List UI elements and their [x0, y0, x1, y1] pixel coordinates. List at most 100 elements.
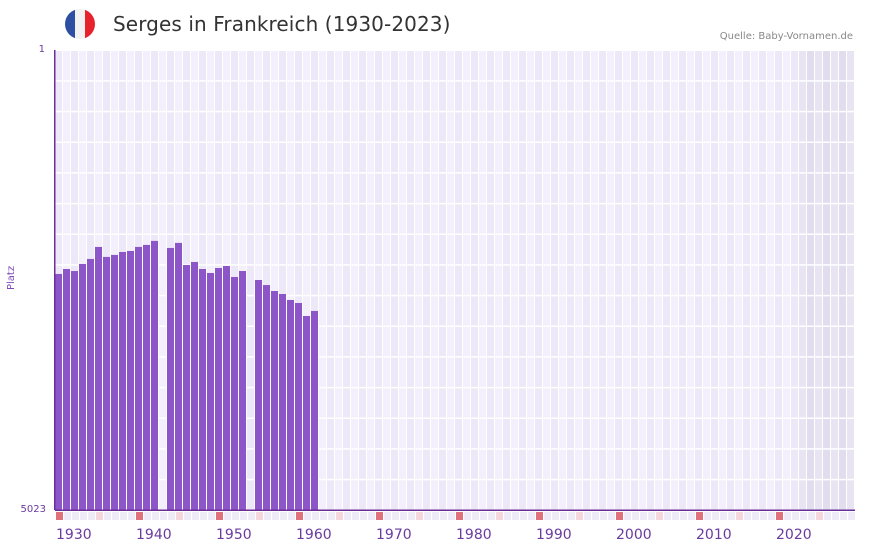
grid-cell: [87, 81, 94, 111]
grid-cell: [567, 81, 574, 111]
grid-cell: [687, 296, 694, 326]
grid-cell: [615, 449, 622, 479]
grid-cell: [327, 357, 334, 387]
grid-cell: [191, 235, 198, 265]
grid-cell: [239, 112, 246, 142]
grid-cell: [759, 81, 766, 111]
grid-cell: [807, 449, 814, 479]
grid-cell: [359, 173, 366, 203]
grid-cell: [767, 204, 774, 234]
grid-cell: [575, 480, 582, 510]
grid-cell: [807, 357, 814, 387]
grid-cell: [343, 204, 350, 234]
grid-cell: [343, 296, 350, 326]
year-marker: [512, 512, 519, 520]
grid-cell: [631, 173, 638, 203]
grid-cell: [175, 204, 182, 234]
grid-cell: [575, 51, 582, 81]
grid-cell: [823, 388, 830, 418]
grid-cell: [519, 143, 526, 173]
grid-cell: [487, 449, 494, 479]
grid-cell: [719, 419, 726, 449]
grid-cell: [567, 143, 574, 173]
grid-cell: [807, 327, 814, 357]
grid-cell: [415, 449, 422, 479]
grid-cell: [655, 388, 662, 418]
grid-cell: [559, 173, 566, 203]
grid-cell: [319, 296, 326, 326]
grid-cell: [527, 81, 534, 111]
grid-cell: [327, 265, 334, 295]
grid-cell: [535, 449, 542, 479]
grid-cell: [703, 388, 710, 418]
grid-cell: [799, 357, 806, 387]
grid-cell: [351, 235, 358, 265]
grid-cell: [671, 265, 678, 295]
grid-cell: [479, 51, 486, 81]
grid-cell: [439, 235, 446, 265]
grid-cell: [487, 419, 494, 449]
grid-cell: [455, 235, 462, 265]
grid-cell: [583, 235, 590, 265]
grid-cell: [367, 51, 374, 81]
grid-cell: [791, 327, 798, 357]
grid-cell: [791, 112, 798, 142]
grid-cell: [391, 419, 398, 449]
grid-cell: [647, 112, 654, 142]
grid-cell: [831, 143, 838, 173]
grid-cell: [663, 480, 670, 510]
grid-cell: [783, 51, 790, 81]
grid-cell: [671, 296, 678, 326]
year-marker: [360, 512, 367, 520]
grid-cell: [679, 296, 686, 326]
grid-cell: [327, 480, 334, 510]
grid-cell: [511, 51, 518, 81]
grid-cell: [479, 296, 486, 326]
grid-cell: [511, 357, 518, 387]
year-marker: [280, 512, 287, 520]
grid-cell: [527, 235, 534, 265]
grid-cell: [719, 112, 726, 142]
grid-cell: [455, 173, 462, 203]
grid-cell: [455, 51, 462, 81]
grid-cell: [623, 449, 630, 479]
grid-cell: [543, 357, 550, 387]
grid-cell: [319, 265, 326, 295]
grid-cell: [527, 419, 534, 449]
flag-white: [75, 9, 85, 39]
grid-cell: [607, 173, 614, 203]
grid-cell: [519, 204, 526, 234]
grid-cell: [527, 204, 534, 234]
grid-cell: [391, 357, 398, 387]
grid-cell: [159, 388, 166, 418]
grid-cell: [847, 81, 854, 111]
grid-cell: [575, 449, 582, 479]
grid-cell: [559, 204, 566, 234]
grid-cell: [335, 449, 342, 479]
grid-cell: [359, 449, 366, 479]
grid-cell: [559, 235, 566, 265]
grid-cell: [407, 327, 414, 357]
grid-cell: [695, 388, 702, 418]
grid-cell: [383, 419, 390, 449]
grid-cell: [543, 296, 550, 326]
grid-cell: [815, 388, 822, 418]
grid-cell: [295, 112, 302, 142]
grid-cell: [327, 204, 334, 234]
grid-cell: [447, 112, 454, 142]
grid-cell: [247, 449, 254, 479]
grid-cell: [687, 419, 694, 449]
grid-cell: [567, 327, 574, 357]
grid-cell: [679, 480, 686, 510]
grid-cell: [447, 173, 454, 203]
grid-cell: [367, 173, 374, 203]
grid-cell: [383, 388, 390, 418]
grid-cell: [503, 449, 510, 479]
grid-cell: [663, 388, 670, 418]
grid-cell: [135, 51, 142, 81]
grid-cell: [479, 112, 486, 142]
grid-cell: [823, 296, 830, 326]
grid-cell: [743, 327, 750, 357]
grid-cell: [823, 51, 830, 81]
grid-cell: [543, 173, 550, 203]
